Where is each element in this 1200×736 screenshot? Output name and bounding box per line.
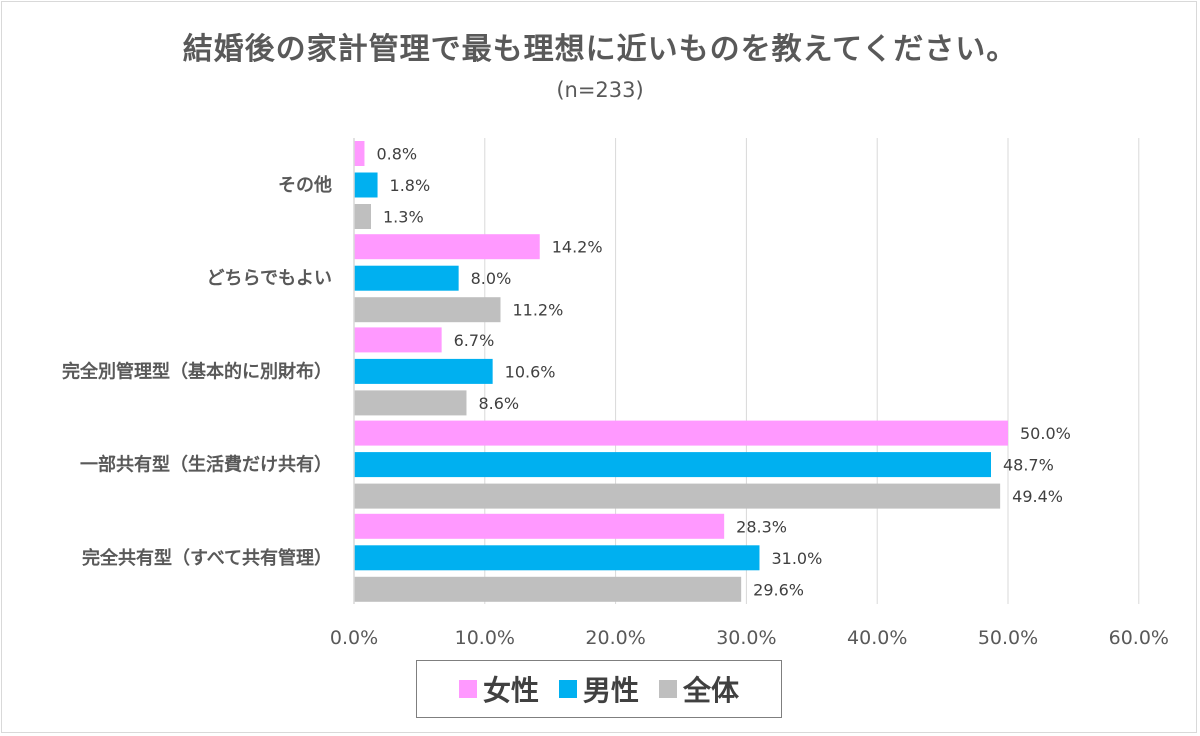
data-label: 8.0% — [471, 269, 512, 288]
bar — [354, 513, 725, 539]
data-label: 1.8% — [390, 176, 431, 195]
legend-label-male: 男性 — [582, 674, 639, 707]
legend-item-female: 女性 — [458, 669, 539, 709]
x-tick-label: 50.0% — [978, 627, 1038, 649]
bar — [354, 420, 1008, 446]
data-label: 49.4% — [1012, 487, 1063, 506]
data-label: 1.3% — [383, 208, 424, 227]
chart-subtitle: (n=233) — [556, 78, 644, 102]
x-tick-label: 40.0% — [847, 627, 907, 649]
bar — [354, 358, 493, 384]
legend-item-total: 全体 — [659, 669, 739, 709]
data-label: 6.7% — [454, 331, 495, 350]
data-label: 29.6% — [753, 580, 804, 599]
bar — [354, 483, 1001, 509]
legend-label-female: 女性 — [482, 674, 539, 707]
bar — [354, 204, 372, 229]
chart-title: 結婚後の家計管理で最も理想に近いものを教えてください。 — [182, 32, 1018, 67]
x-tick-label: 0.0% — [330, 627, 378, 649]
category-label: その他 — [278, 174, 332, 196]
bar — [354, 297, 501, 323]
bar — [354, 234, 540, 260]
bar — [354, 265, 459, 291]
data-label: 48.7% — [1003, 456, 1054, 475]
category-label: どちらでもよい — [207, 268, 332, 289]
data-label: 0.8% — [376, 145, 417, 164]
data-label: 14.2% — [552, 238, 603, 257]
data-label: 10.6% — [505, 362, 556, 381]
category-label: 完全共有型（すべて共有管理） — [82, 547, 332, 569]
legend-item-male: 男性 — [558, 669, 639, 709]
legend-swatch-total — [659, 680, 677, 698]
data-label: 11.2% — [512, 301, 563, 320]
bar — [354, 576, 742, 602]
data-label: 31.0% — [771, 549, 822, 568]
bar — [354, 172, 378, 198]
legend-label-total: 全体 — [683, 674, 740, 707]
legend-swatch-male — [558, 680, 577, 698]
x-tick-label: 60.0% — [1109, 627, 1169, 649]
data-label: 8.6% — [478, 394, 519, 413]
category-label: 一部共有型（生活費だけ共有） — [80, 454, 332, 476]
x-tick-label: 10.0% — [455, 627, 515, 649]
bar — [354, 141, 365, 166]
bar — [354, 390, 467, 416]
chart-legend: 女性 男性 全体 — [416, 660, 782, 718]
category-label: 完全別管理型（基本的に別財布） — [62, 360, 332, 382]
bar — [354, 327, 442, 353]
legend-swatch-female — [458, 680, 477, 698]
data-label: 28.3% — [736, 517, 787, 536]
data-label: 50.0% — [1020, 424, 1071, 443]
bar — [354, 545, 760, 571]
bar — [354, 452, 991, 478]
x-tick-label: 20.0% — [585, 627, 645, 649]
x-tick-label: 30.0% — [716, 627, 776, 649]
